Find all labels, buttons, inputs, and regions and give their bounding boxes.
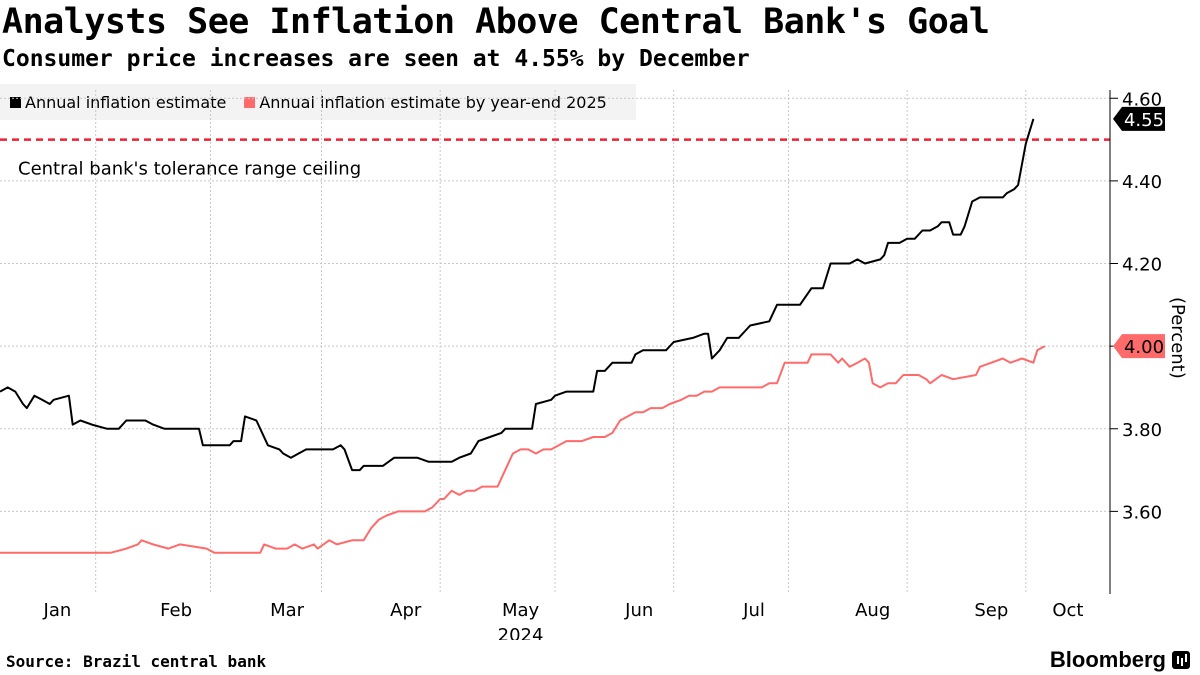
x-tick-label: Aug — [855, 600, 890, 621]
x-tick-label: Jun — [624, 600, 653, 621]
x-tick-label: Sep — [974, 600, 1008, 621]
x-tick-label: Jul — [742, 600, 765, 621]
source-note: Source: Brazil central bank — [6, 652, 267, 671]
legend-label: Annual inflation estimate — [25, 92, 227, 112]
y-tick-label: 4.20 — [1122, 255, 1162, 276]
series-end-value-label: 4.00 — [1124, 337, 1164, 358]
x-tick-label: Jan — [43, 600, 72, 621]
x-tick-label: Apr — [390, 600, 422, 621]
series-end-value-tag — [1113, 334, 1165, 359]
series-line-annual-estimate — [0, 118, 1035, 472]
series-group — [0, 118, 1046, 554]
x-tick-label: May — [502, 600, 540, 621]
legend-swatch-black — [10, 96, 21, 108]
y-tick-label: 4.60 — [1122, 89, 1162, 110]
legend-swatch-red — [244, 96, 256, 108]
y-tick-label: 3.60 — [1122, 502, 1162, 523]
chart-title: Analysts See Inflation Above Central Ban… — [2, 2, 990, 42]
legend-label: Annual inflation estimate by year-end 20… — [259, 92, 607, 112]
x-tick-label: Mar — [270, 600, 305, 621]
x-tick-label: Oct — [1052, 600, 1083, 621]
chart-subtitle: Consumer price increases are seen at 4.5… — [2, 46, 750, 72]
y-tick-label: 4.40 — [1122, 172, 1162, 193]
line-chart: Central bank's tolerance range ceiling 3… — [0, 89, 1188, 640]
legend-item-annual-estimate: Annual inflation estimate — [10, 93, 226, 112]
legend: Annual inflation estimate Annual inflati… — [0, 84, 636, 120]
bloomberg-terminal-icon — [1172, 651, 1190, 669]
x-year-label: 2024 — [498, 625, 544, 640]
brand-wordmark: Bloomberg — [1049, 647, 1166, 672]
bloomberg-logo: Bloomberg — [1050, 647, 1190, 673]
label-group: 4.55 4.00 — [1113, 106, 1165, 359]
reference-line-label: Central bank's tolerance range ceiling — [18, 159, 361, 180]
y-axis-title: (Percent) — [1167, 297, 1188, 379]
y-tick-label: 3.80 — [1122, 420, 1162, 441]
series-end-value-label: 4.55 — [1124, 110, 1164, 131]
series-end-value-tag — [1113, 106, 1165, 131]
axis-group: 3.60 3.80 4.00 4.20 4.40 4.60 Jan Feb Mar Apr May J… — [43, 89, 1188, 640]
series-line-year-end-2025 — [0, 345, 1046, 554]
x-tick-label: Feb — [160, 600, 192, 621]
legend-item-year-end-2025: Annual inflation estimate by year-end 20… — [244, 93, 607, 112]
reference-line-group: Central bank's tolerance range ceiling — [0, 138, 1110, 180]
